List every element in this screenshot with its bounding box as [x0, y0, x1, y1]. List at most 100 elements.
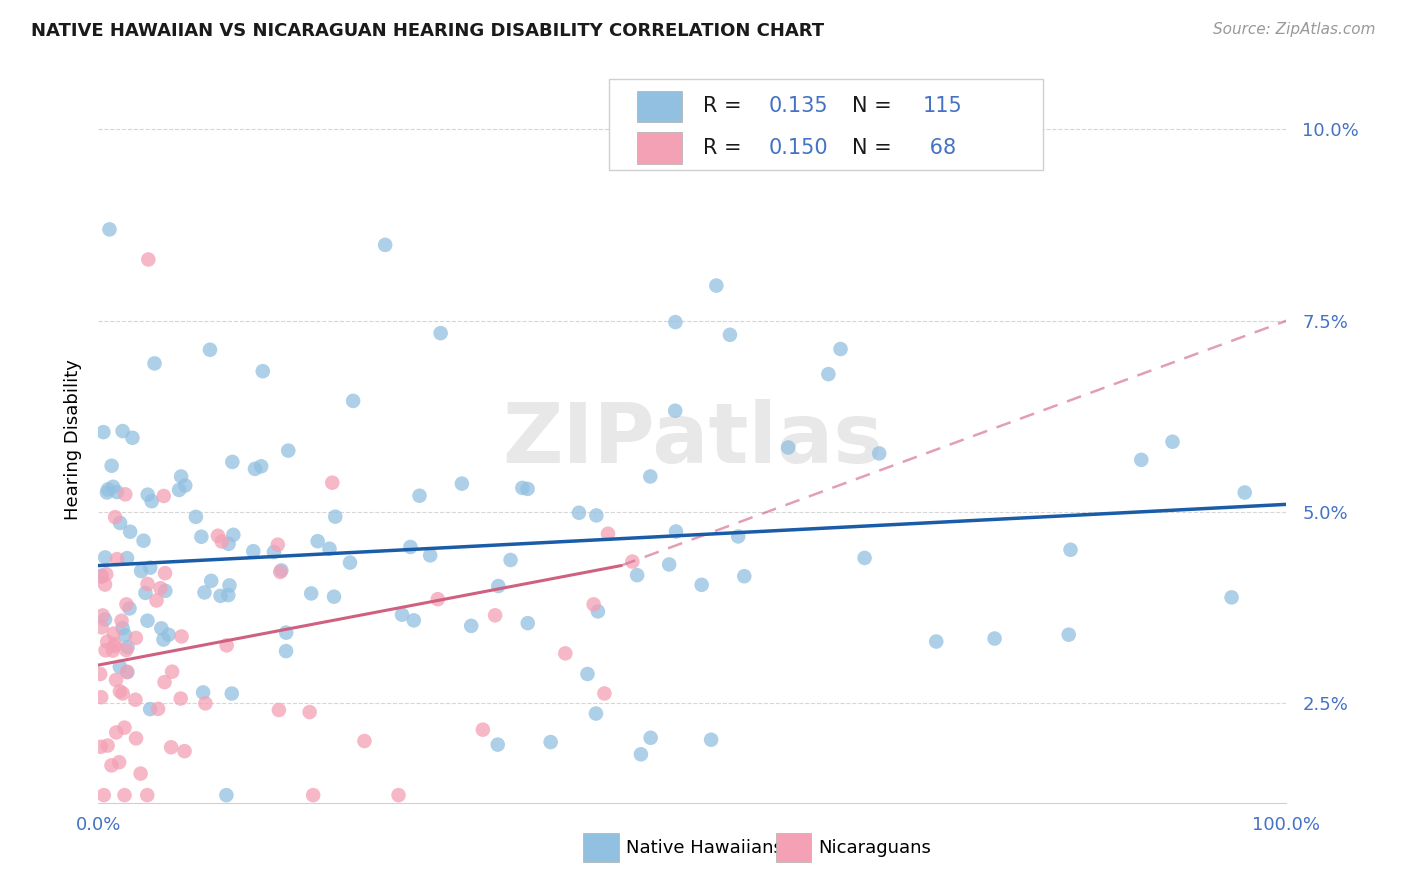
Point [298, 705, 321, 719]
Point [190, 530, 212, 544]
Point [307, 534, 329, 549]
Point [191, 685, 214, 699]
Point [105, 725, 128, 739]
Point [104, 637, 127, 651]
Text: 68: 68 [922, 138, 956, 158]
Point [101, 643, 124, 657]
Point [209, 589, 232, 603]
Point [111, 424, 134, 438]
Point [853, 550, 876, 565]
Point [136, 488, 159, 502]
Text: 0.150: 0.150 [769, 138, 828, 158]
Point [586, 604, 609, 618]
Point [134, 586, 156, 600]
Point [342, 393, 364, 408]
Point [108, 516, 131, 530]
Point [103, 639, 125, 653]
Point [100, 758, 122, 772]
Point [270, 563, 292, 577]
Point [96, 634, 118, 648]
Point [94, 613, 117, 627]
Point [153, 675, 176, 690]
Point [150, 621, 173, 635]
Point [263, 545, 285, 559]
Point [118, 601, 141, 615]
Point [323, 509, 346, 524]
Point [582, 597, 605, 611]
Point [512, 481, 534, 495]
Point [318, 541, 340, 556]
Point [155, 583, 177, 598]
Point [215, 788, 238, 802]
Point [499, 553, 522, 567]
Point [218, 537, 240, 551]
Point [152, 632, 174, 647]
Point [96, 567, 118, 582]
FancyBboxPatch shape [776, 833, 811, 863]
Point [129, 564, 152, 578]
Point [90, 568, 112, 582]
Point [1220, 591, 1243, 605]
Point [727, 529, 749, 543]
Point [252, 364, 274, 378]
Point [374, 238, 396, 252]
Point [630, 747, 652, 762]
Point [115, 551, 138, 566]
Point [129, 766, 152, 780]
Point [111, 686, 134, 700]
Text: R =: R = [703, 138, 748, 158]
Point [132, 533, 155, 548]
Point [194, 697, 217, 711]
Point [105, 485, 128, 500]
Point [585, 508, 607, 523]
Text: ZIPatlas: ZIPatlas [502, 399, 883, 480]
Point [593, 686, 616, 700]
Point [152, 489, 174, 503]
FancyBboxPatch shape [637, 91, 682, 122]
Point [160, 665, 183, 679]
Point [1130, 453, 1153, 467]
Point [276, 625, 298, 640]
Text: Nicaraguans: Nicaraguans [818, 838, 931, 857]
Point [136, 252, 159, 267]
Text: R =: R = [703, 96, 748, 117]
Point [568, 506, 591, 520]
Point [451, 476, 474, 491]
Point [983, 632, 1005, 646]
Point [516, 482, 538, 496]
Point [94, 643, 117, 657]
Point [97, 739, 120, 753]
Point [120, 524, 142, 539]
Point [174, 478, 197, 492]
Point [419, 549, 441, 563]
Point [121, 431, 143, 445]
Point [170, 691, 193, 706]
Point [353, 734, 375, 748]
Text: Source: ZipAtlas.com: Source: ZipAtlas.com [1212, 22, 1375, 37]
Point [114, 788, 136, 802]
Point [486, 738, 509, 752]
Point [299, 586, 322, 600]
Point [125, 631, 148, 645]
Point [184, 509, 207, 524]
Point [267, 538, 290, 552]
Point [269, 565, 291, 579]
Point [665, 524, 688, 539]
Point [115, 665, 138, 679]
Point [221, 455, 243, 469]
Point [207, 529, 229, 543]
Point [391, 607, 413, 622]
Point [139, 702, 162, 716]
Point [105, 673, 128, 687]
Text: 0.135: 0.135 [769, 96, 828, 117]
Point [96, 485, 118, 500]
Point [170, 469, 193, 483]
Point [242, 544, 264, 558]
Point [114, 721, 136, 735]
Point [108, 659, 131, 673]
Point [925, 634, 948, 648]
FancyBboxPatch shape [583, 833, 619, 863]
Point [115, 643, 138, 657]
Point [339, 556, 361, 570]
Text: N =: N = [852, 138, 898, 158]
